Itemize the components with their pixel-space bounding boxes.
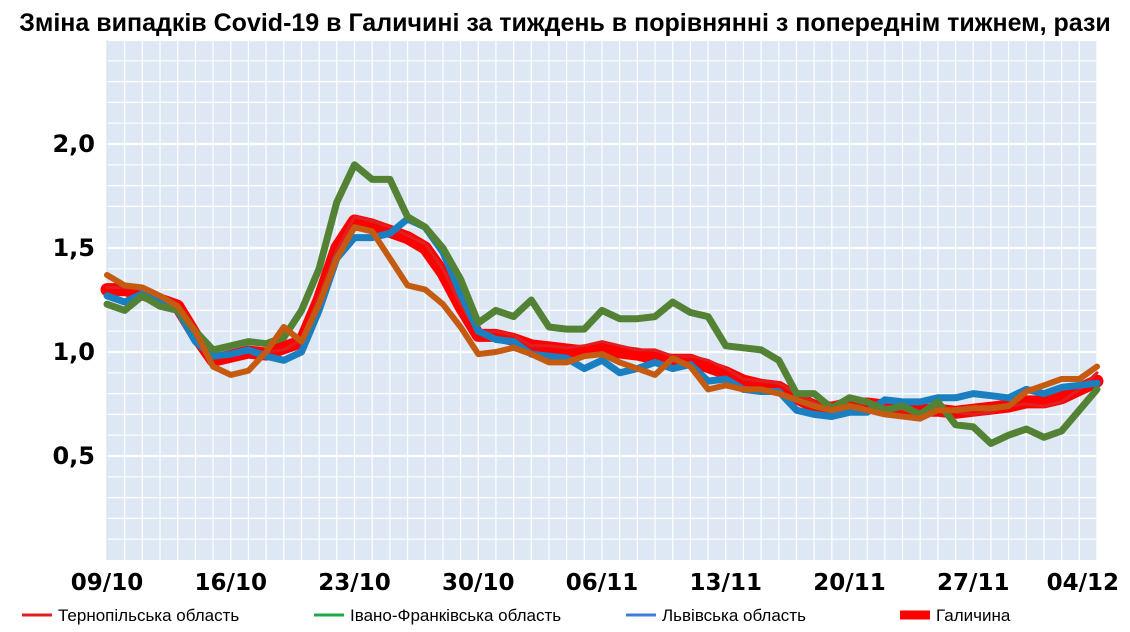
- y-tick-label: 1,5: [52, 234, 95, 262]
- x-tick-label: 23/10: [318, 570, 390, 596]
- chart-title: Зміна випадків Covid-19 в Галичині за ти…: [19, 9, 1111, 37]
- y-tick-label: 2,0: [52, 130, 95, 158]
- x-tick-label: 09/10: [71, 570, 143, 596]
- legend-label: Івано-Франківська область: [350, 606, 561, 625]
- legend-label: Тернопільська область: [58, 606, 239, 625]
- x-tick-label: 13/11: [690, 570, 762, 596]
- y-tick-label: 1,0: [52, 338, 95, 366]
- series-lines: [100, 161, 1104, 447]
- legend-label: Львівська область: [662, 606, 806, 625]
- x-tick-label: 16/10: [195, 570, 267, 596]
- y-tick-label: 0,5: [52, 442, 95, 470]
- x-tick-label: 06/11: [566, 570, 638, 596]
- legend-label: Галичина: [936, 606, 1011, 625]
- plot-area: [106, 38, 1098, 560]
- x-tick-label: 30/10: [442, 570, 514, 596]
- x-tick-label: 27/11: [937, 570, 1009, 596]
- legend: Тернопільська область Івано-Франківська о…: [22, 606, 1011, 625]
- x-axis-ticks: 09/10 16/10 23/10 30/10 06/11 13/11 20/11 27/11…: [71, 570, 1119, 596]
- y-axis-ticks: 0,5 1,0 1,5 2,0: [52, 130, 95, 470]
- x-tick-label: 04/12: [1047, 570, 1119, 596]
- series-line-4: [104, 224, 1100, 422]
- series-line-2: [103, 215, 1101, 420]
- x-tick-label: 20/11: [813, 570, 885, 596]
